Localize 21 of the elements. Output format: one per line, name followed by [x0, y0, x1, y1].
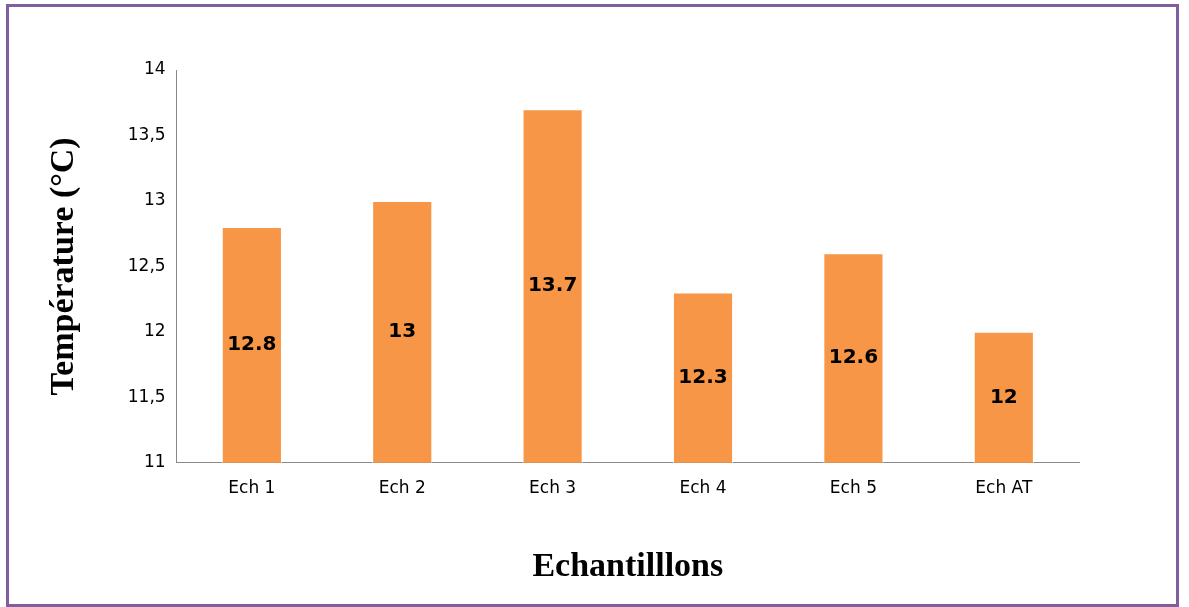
y-tick-label: 12,5	[127, 254, 166, 275]
x-tick-label: Ech 1	[228, 477, 276, 498]
data-label: 12.6	[828, 344, 879, 369]
data-label: 12	[989, 383, 1018, 408]
data-label: 12.8	[227, 331, 277, 356]
data-label: 13	[388, 318, 417, 343]
y-tick-label: 12	[144, 320, 166, 341]
y-tick-label: 13	[144, 189, 166, 210]
x-axis-title: Echantilllons	[532, 546, 724, 584]
y-tick-label: 11	[144, 451, 166, 472]
y-axis-title: Température (°C)	[43, 137, 82, 396]
data-label: 12.3	[678, 363, 728, 388]
data-label: 13.7	[527, 272, 578, 297]
x-tick-label: Ech 3	[529, 477, 577, 498]
x-tick-label: Ech AT	[975, 477, 1033, 498]
y-tick-label: 13,5	[127, 123, 166, 144]
y-tick-label: 14	[144, 58, 166, 79]
x-tick-label: Ech 5	[829, 477, 877, 498]
y-tick-label: 11,5	[127, 385, 166, 406]
x-tick-label: Ech 2	[378, 477, 426, 498]
x-tick-label: Ech 4	[679, 477, 727, 498]
